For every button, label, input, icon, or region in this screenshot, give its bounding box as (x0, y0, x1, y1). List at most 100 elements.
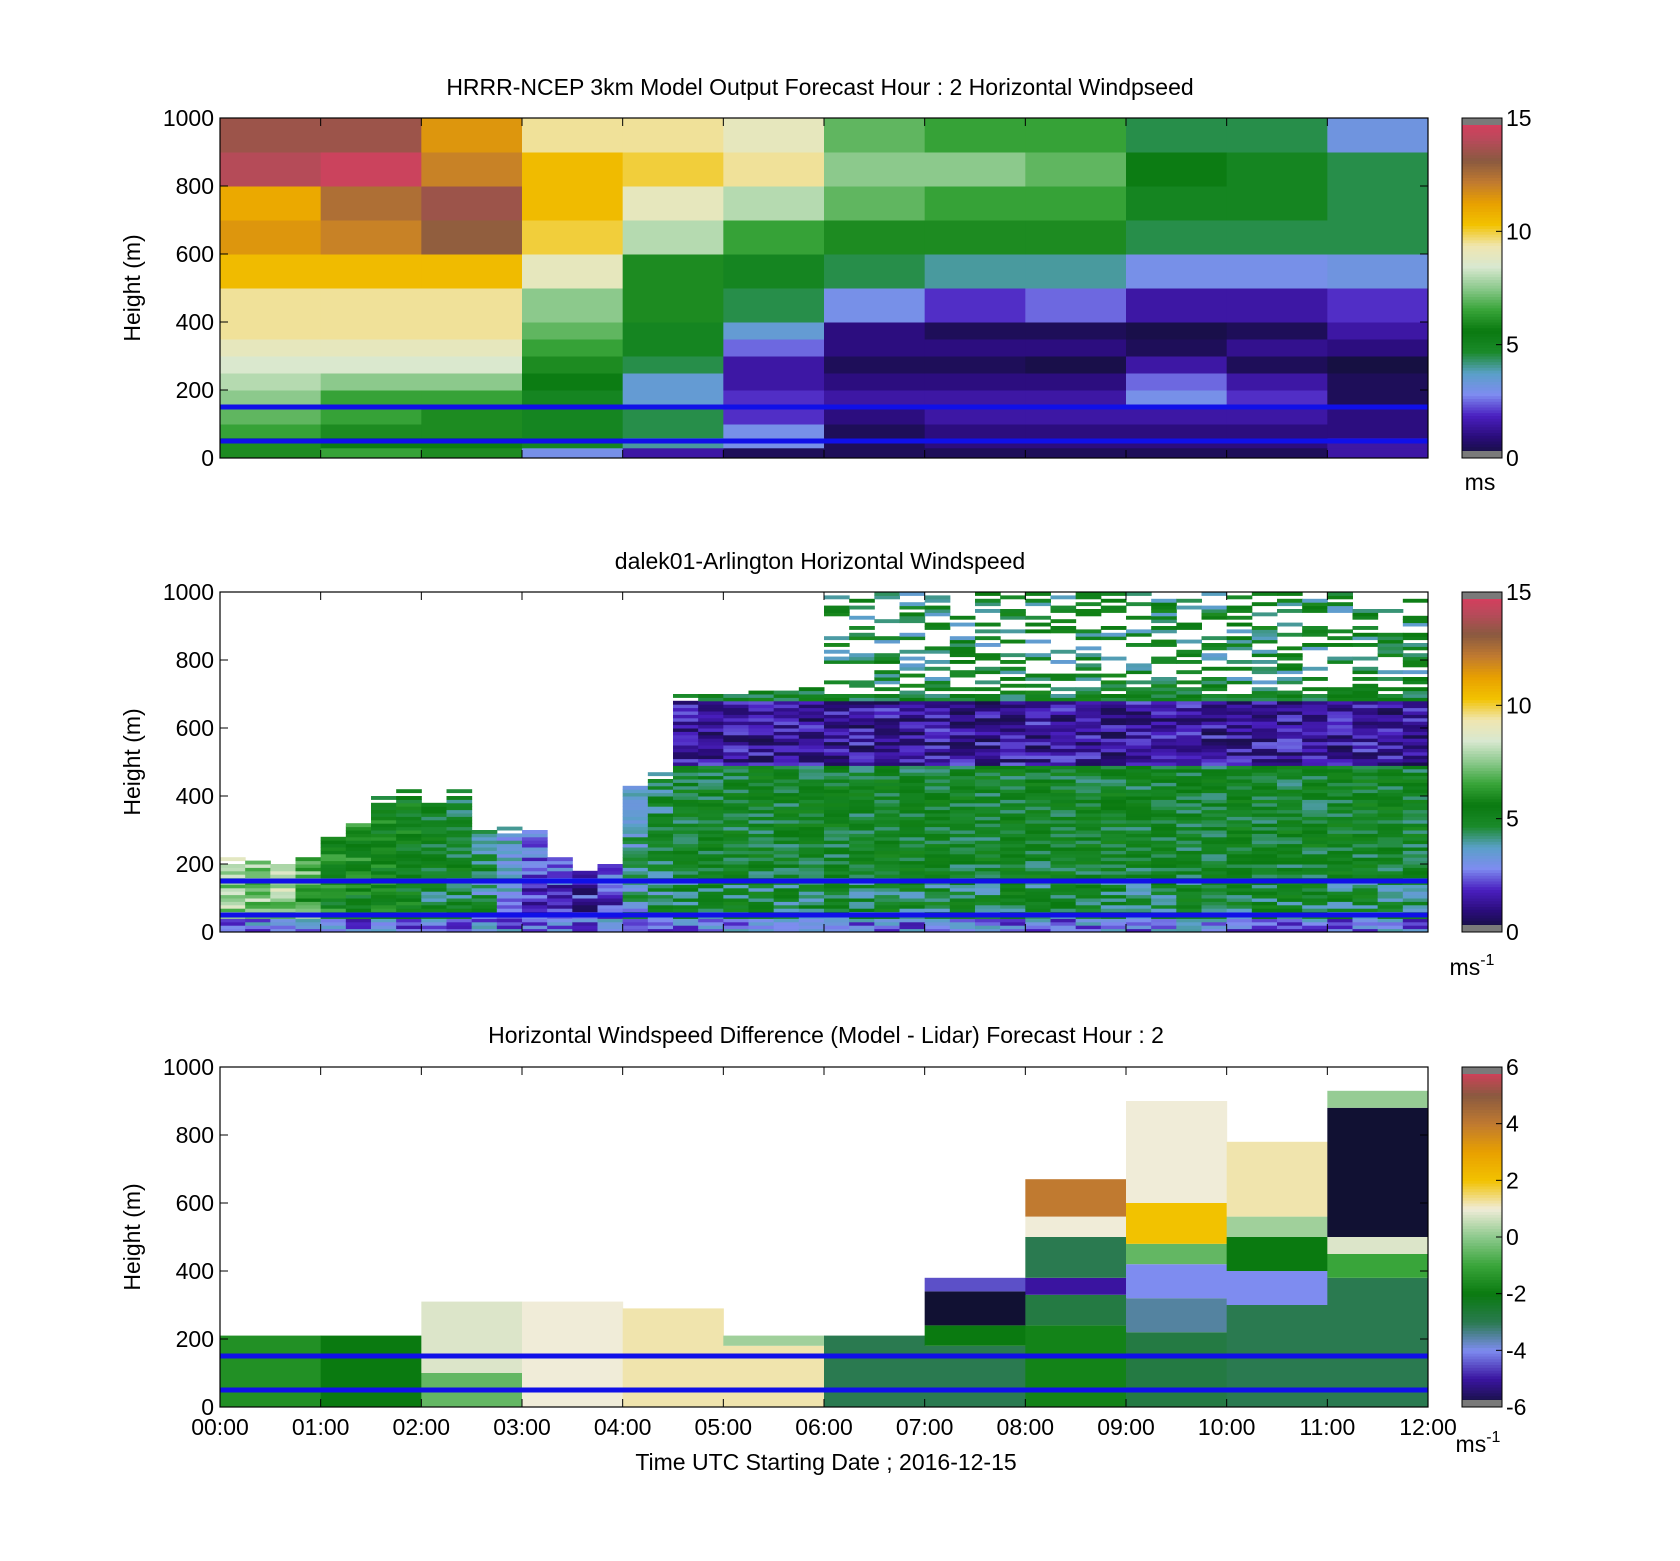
lidar-cell (1075, 745, 1102, 749)
lidar-cell (371, 928, 397, 933)
lidar-cell (1126, 768, 1152, 773)
colorbar-swatch (1462, 1319, 1502, 1323)
colorbar-swatch (1462, 855, 1502, 859)
lidar-cell (446, 799, 473, 804)
lidar-cell (270, 921, 296, 926)
colorbar-swatch (1462, 671, 1502, 675)
lidar-cell (899, 833, 926, 838)
colorbar-swatch (1462, 597, 1502, 601)
lidar-cell (1176, 799, 1202, 804)
lidar-cell (1126, 864, 1152, 868)
lidar-cell (1201, 785, 1228, 790)
lidar-cell (1251, 765, 1278, 770)
lidar-cell (547, 921, 573, 926)
lidar-cell (1377, 884, 1404, 889)
lidar-cell (949, 908, 976, 913)
lidar-cell (899, 721, 926, 726)
lidar-cell (1050, 836, 1077, 841)
colorbar-swatch (1462, 702, 1502, 706)
lidar-cell (975, 779, 1001, 783)
lidar-cell (1327, 707, 1353, 712)
lidar-cell (1226, 609, 1253, 613)
lidar-cell (345, 823, 372, 828)
lidar-cell (723, 728, 749, 732)
lidar-cell (1377, 687, 1404, 692)
model-cell (1226, 288, 1328, 323)
lidar-cell (345, 891, 372, 896)
lidar-cell (1402, 809, 1429, 814)
lidar-cell (622, 785, 649, 790)
lidar-cell (1100, 826, 1127, 831)
lidar-cell (1402, 653, 1429, 658)
lidar-cell (1352, 809, 1379, 814)
diff-cell (1327, 1277, 1429, 1407)
lidar-cell (1000, 677, 1026, 681)
lidar-cell (1176, 680, 1202, 685)
lidar-cell (1201, 792, 1228, 797)
lidar-cell (496, 898, 523, 902)
lidar-cell (220, 898, 246, 902)
colorbar-swatch (1462, 892, 1502, 896)
lidar-cell (824, 700, 850, 705)
lidar-cell (949, 741, 976, 746)
lidar-cell (773, 884, 800, 889)
colorbar-swatch (1462, 1381, 1502, 1385)
model-cell (522, 254, 624, 289)
lidar-cell (798, 772, 825, 777)
lidar-cell (496, 925, 523, 930)
lidar-cell (1277, 796, 1303, 800)
colorbar-swatch (1462, 438, 1502, 442)
lidar-cell (421, 819, 447, 824)
colorbar-swatch (1462, 903, 1502, 907)
lidar-cell (723, 809, 749, 814)
lidar-cell (824, 704, 850, 709)
lidar-cell (924, 850, 951, 855)
lidar-cell (1050, 833, 1077, 838)
lidar-cell (798, 870, 825, 875)
lidar-cell (1075, 636, 1102, 641)
lidar-cell (1226, 813, 1253, 817)
lidar-cell (1402, 901, 1429, 906)
lidar-cell (396, 796, 422, 800)
lidar-cell (824, 745, 850, 749)
xtick-label: 00:00 (191, 1414, 249, 1440)
lidar-cell (1377, 649, 1404, 654)
lidar-cell (824, 765, 850, 770)
colorbar-swatch (1462, 1194, 1502, 1198)
lidar-cell (1151, 656, 1177, 661)
model-cell (824, 254, 926, 289)
lidar-cell (1201, 728, 1228, 732)
lidar-cell (1050, 738, 1077, 743)
lidar-cell (1277, 819, 1303, 824)
lidar-cell (874, 847, 900, 851)
colorbar-swatch (1462, 137, 1502, 142)
lidar-cell (1176, 853, 1202, 858)
lidar-cell (1025, 898, 1051, 902)
colorbar-swatch (1462, 1188, 1502, 1193)
lidar-cell (874, 836, 900, 841)
lidar-cell (723, 768, 749, 773)
lidar-cell (949, 622, 976, 627)
colorbar-swatch (1462, 827, 1502, 831)
lidar-cell (949, 864, 976, 868)
lidar-cell (949, 765, 976, 770)
lidar-cell (949, 843, 976, 848)
lidar-cell (220, 887, 246, 892)
lidar-cell (1151, 891, 1177, 896)
lidar-cell (1402, 768, 1429, 773)
lidar-cell (496, 870, 523, 875)
lidar-cell (975, 772, 1001, 777)
lidar-cell (446, 874, 473, 879)
lidar-cell (1226, 751, 1253, 756)
lidar-cell (1327, 840, 1353, 845)
lidar-cell (220, 857, 246, 862)
lidar-cell (824, 605, 850, 610)
colorbar-swatch (1462, 1220, 1502, 1224)
lidar-cell (1151, 809, 1177, 814)
lidar-cell (1025, 622, 1051, 627)
lidar-cell (1277, 843, 1303, 848)
lidar-cell (824, 694, 850, 698)
panel3-ylabel: Height (m) (119, 1183, 145, 1290)
lidar-cell (1100, 738, 1127, 743)
lidar-cell (1226, 721, 1253, 726)
